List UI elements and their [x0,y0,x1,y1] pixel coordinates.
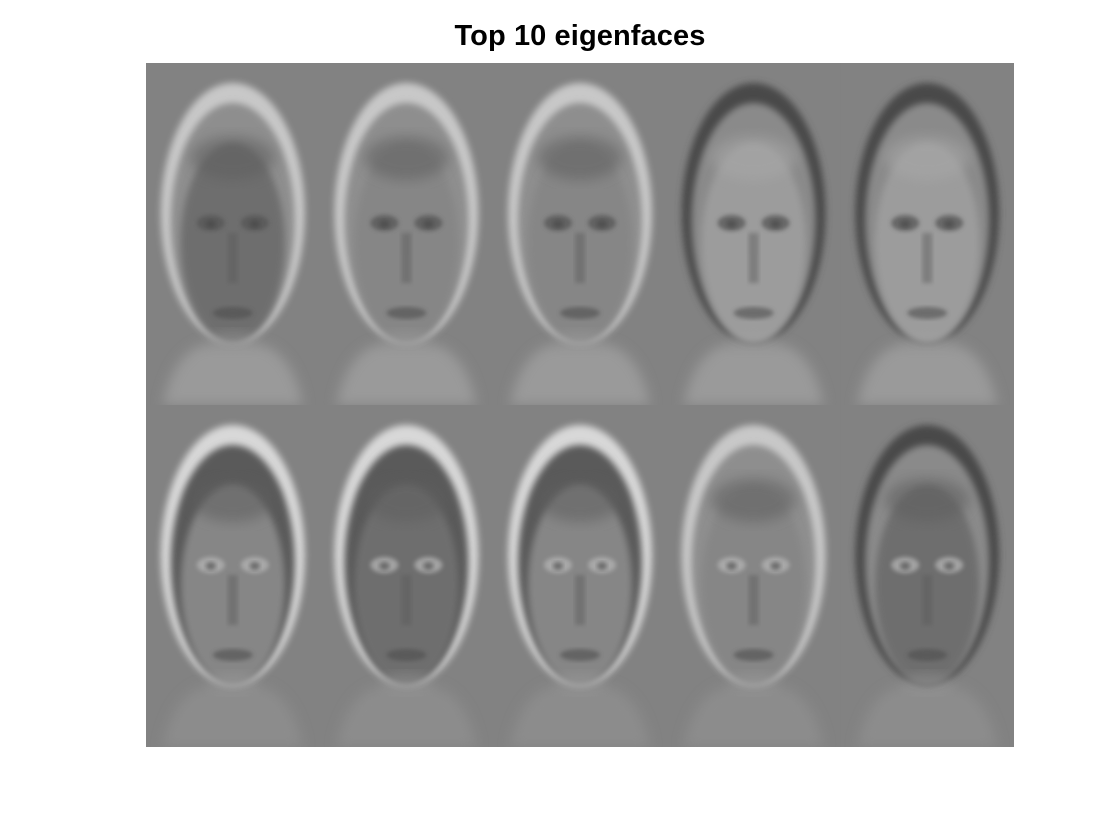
eigenface-tile [493,63,667,405]
eigenface-tile [666,405,841,747]
eigenface-tile [840,405,1014,747]
eigenface-tile [146,405,320,747]
eigenface-montage [146,63,1014,747]
eigenface-tile [840,63,1014,405]
figure-title: Top 10 eigenfaces [454,20,706,52]
eigenface-tile [319,63,494,405]
eigenface-tile [666,63,841,405]
eigenface-montage-svg [146,63,1014,747]
eigenface-tile [146,63,320,405]
eigenface-tile [319,405,494,747]
eigenface-tile [493,405,667,747]
